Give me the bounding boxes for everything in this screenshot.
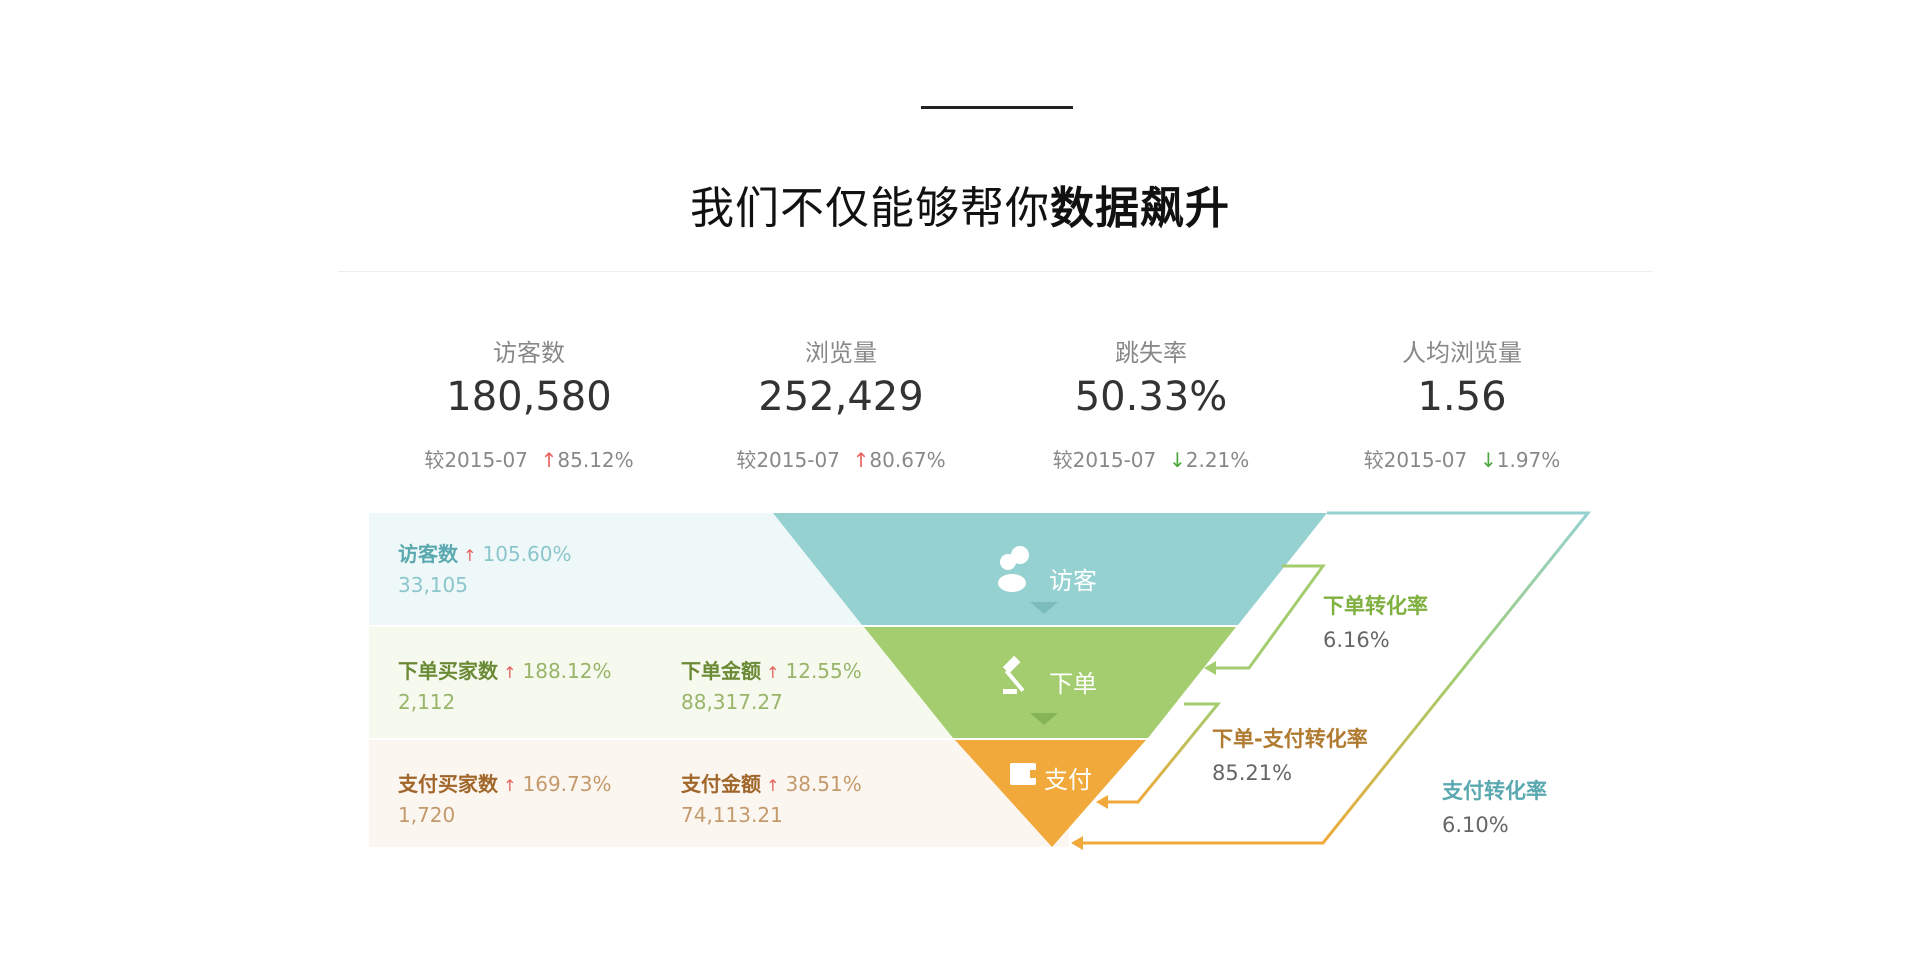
section-divider [338,271,1653,272]
users-icon [998,546,1029,592]
page-title: 我们不仅能够帮你数据飙升 [0,172,1920,236]
down-triangle-icon [1030,713,1058,725]
arrow-up-icon: ↑ [503,776,517,795]
metric-value: 2,112 [398,690,456,714]
pay-conversion-bracket [1075,511,1592,845]
arrow-up-icon: ↑ [540,448,558,472]
stat-compare: 较2015-07 [1052,448,1157,472]
metric-visitors: 访客数 ↑ 105.60% 33,105 [398,538,571,597]
arrow-up-icon: ↑ [766,776,780,795]
conversion-value: 85.21% [1212,761,1293,785]
funnel-stage-order [864,627,1236,738]
metric-label: 访客数 [398,542,458,566]
conversion-label: 下单转化率 [1323,594,1428,618]
conversion-value: 6.16% [1323,628,1390,652]
title-normal: 我们不仅能够帮你 [690,183,1050,234]
arrow-up-icon: ↑ [852,448,870,472]
arrow-up-icon: ↑ [766,663,780,682]
stat-label: 跳失率 [1115,339,1187,367]
stat-change: 2.21% [1185,448,1250,472]
stage-label-visitors: 访客 [1049,567,1097,595]
metric-pay-buyers: 支付买家数 ↑ 169.73% 1,720 [398,768,611,827]
stat-change: 1.97% [1496,448,1561,472]
stat-value: 1.56 [1417,374,1507,420]
conversion-pay: 支付转化率 6.10% [1442,775,1547,837]
arrow-down-icon: ↓ [1479,448,1497,472]
funnel-stage-visitors [773,513,1327,625]
stat-value: 252,429 [758,374,924,420]
metric-label: 支付买家数 [398,772,498,796]
stat-card: 访客数 180,580 较2015-07 ↑85.12% [369,333,689,473]
metric-value: 74,113.21 [681,803,783,827]
metric-value: 1,720 [398,803,456,827]
metric-pay-amount: 支付金额 ↑ 38.51% 74,113.21 [681,768,862,827]
wallet-icon [1010,763,1038,785]
metric-order-amount: 下单金额 ↑ 12.55% 88,317.27 [681,655,862,714]
stat-card: 人均浏览量 1.56 较2015-07 ↓1.97% [1302,333,1622,473]
metric-change: 12.55% [785,659,862,683]
metric-change: 38.51% [785,772,862,796]
down-triangle-icon [1030,602,1058,614]
stat-label: 浏览量 [805,339,877,367]
metric-change: 188.12% [522,659,612,683]
conversion-label: 下单-支付转化率 [1212,727,1368,751]
stat-value: 180,580 [446,374,612,420]
metric-label: 支付金额 [681,772,761,796]
arrow-up-icon: ↑ [463,546,477,565]
metric-label: 下单金额 [681,659,761,683]
conversion-label: 支付转化率 [1442,779,1547,803]
stat-change: 85.12% [557,448,634,472]
conversion-order: 下单转化率 6.16% [1323,590,1428,652]
stat-label: 访客数 [493,339,565,367]
funnel-row-pay [369,740,1069,847]
metric-change: 169.73% [522,772,612,796]
stat-card: 跳失率 50.33% 较2015-07 ↓2.21% [991,333,1311,473]
metric-label: 下单买家数 [398,659,498,683]
stat-value: 50.33% [1074,374,1228,420]
metric-value: 33,105 [398,573,468,597]
order-conversion-bracket [1210,564,1326,670]
title-bold: 数据飙升 [1050,183,1230,234]
conversion-value: 6.10% [1442,813,1509,837]
metric-value: 88,317.27 [681,690,783,714]
order-pay-conversion-bracket [1102,702,1222,804]
stage-label-pay: 支付 [1044,766,1092,794]
metric-change: 105.60% [482,542,572,566]
arrow-down-icon: ↓ [1168,448,1186,472]
gavel-icon [1002,655,1025,694]
stat-label: 人均浏览量 [1402,339,1522,367]
metric-order-buyers: 下单买家数 ↑ 188.12% 2,112 [398,655,611,714]
decorative-divider [921,106,1073,109]
stat-card: 浏览量 252,429 较2015-07 ↑80.67% [681,333,1001,473]
stat-change: 80.67% [869,448,946,472]
stat-compare: 较2015-07 [736,448,840,472]
funnel-stage-pay [955,740,1146,847]
arrow-up-icon: ↑ [503,663,517,682]
stage-label-order: 下单 [1049,670,1097,698]
stat-compare: 较2015-07 [1363,448,1468,472]
conversion-order-pay: 下单-支付转化率 85.21% [1212,723,1368,785]
stat-compare: 较2015-07 [424,448,528,472]
